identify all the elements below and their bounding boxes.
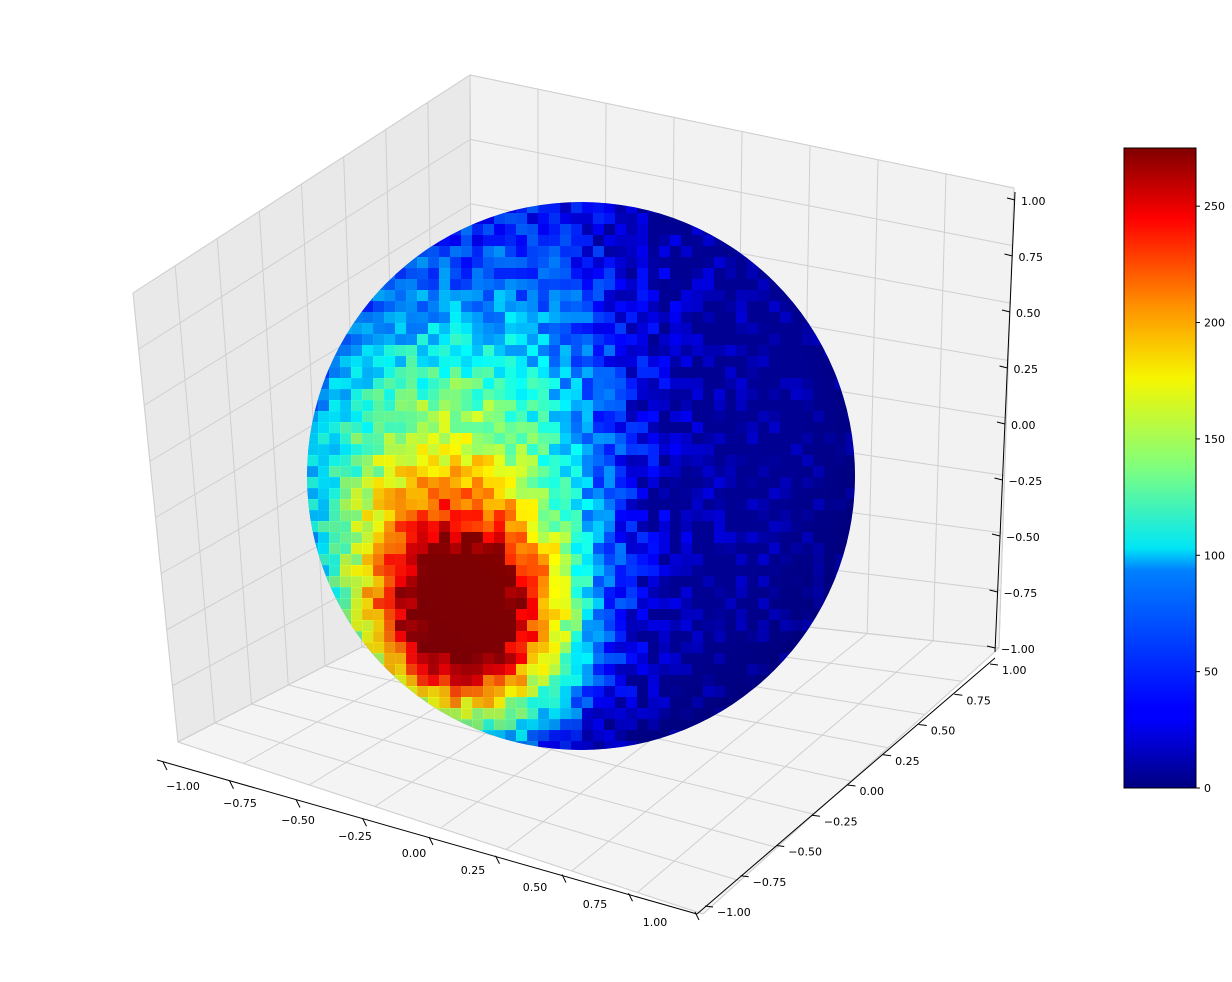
y-tick-mark: [954, 693, 963, 696]
z-tick-label: 0.50: [1016, 307, 1041, 320]
y-axis-line: [696, 657, 996, 915]
y-tick-mark: [918, 724, 927, 726]
colorbar-tick-label: 100: [1204, 549, 1225, 562]
z-tick-mark: [991, 533, 1001, 537]
y-axis-ticks: −1.00 −0.75 −0.50 −0.25 0.00 0.25 0.50 0.75 1.00: [704, 663, 1027, 919]
colorbar-gradient: [1123, 147, 1197, 789]
z-axis-ticks: −1.00 −0.75 −0.50 −0.25 0.00 0.25 0.50 0.75 1.00: [986, 195, 1046, 656]
x-tick-mark: [428, 836, 434, 846]
grid-line: [702, 647, 1000, 915]
y-tick-label: 0.00: [860, 785, 885, 798]
y-tick-mark: [740, 875, 749, 878]
z-tick-mark: [986, 645, 996, 649]
colorbar-tick-label: 50: [1204, 666, 1218, 679]
z-tick-mark: [999, 365, 1008, 369]
x-tick-mark: [229, 780, 234, 789]
colorbar: 0 50 100 150 200 250: [1123, 147, 1225, 795]
x-tick-label: −0.50: [281, 814, 315, 827]
x-tick-mark: [362, 818, 367, 827]
z-tick-mark: [996, 421, 1006, 425]
z-tick-label: −0.75: [1004, 587, 1038, 600]
x-tick-label: 0.75: [583, 898, 608, 911]
z-tick-label: −0.25: [1009, 475, 1043, 488]
grid-line: [932, 173, 947, 641]
y-tick-mark: [811, 814, 820, 817]
axis-lines: [156, 191, 1016, 915]
z-tick-mark: [1001, 309, 1011, 313]
colorbar-tick-label: 250: [1204, 200, 1225, 213]
z-tick-label: −1.00: [1001, 643, 1035, 656]
y-tick-mark: [704, 905, 714, 908]
y-tick-label: 0.75: [966, 694, 991, 707]
x-tick-label: 1.00: [643, 916, 668, 929]
y-tick-label: −0.25: [824, 815, 858, 828]
x-tick-label: −1.00: [166, 780, 200, 793]
z-tick-label: 0.75: [1019, 251, 1044, 264]
y-tick-mark: [776, 845, 785, 847]
colorbar-tick-label: 200: [1204, 317, 1225, 330]
x-tick-mark: [495, 855, 500, 864]
x-tick-label: 0.00: [402, 847, 427, 860]
x-tick-mark: [162, 761, 168, 771]
grid-line: [571, 633, 868, 872]
x-axis-line: [156, 759, 698, 915]
x-tick-mark: [295, 799, 301, 808]
z-tick-mark: [1004, 253, 1013, 257]
z-tick-label: 1.00: [1021, 195, 1046, 208]
colorbar-tick-label: 150: [1204, 433, 1225, 446]
y-tick-mark: [989, 663, 999, 666]
x-tick-mark: [628, 893, 633, 902]
x-tick-label: 0.25: [461, 864, 486, 877]
y-tick-label: 0.25: [895, 755, 920, 768]
grid-line: [637, 640, 934, 893]
y-tick-mark: [883, 754, 892, 757]
x-tick-label: −0.25: [338, 830, 372, 843]
z-axis-line: [994, 191, 1016, 653]
z-tick-mark: [989, 589, 998, 593]
y-tick-label: −0.75: [753, 876, 787, 889]
z-tick-mark: [1006, 197, 1016, 201]
y-tick-label: −0.50: [788, 846, 822, 859]
z-tick-label: −0.50: [1006, 531, 1040, 544]
x-axis-ticks: −1.00 −0.75 −0.50 −0.25 0.00 0.25 0.50 0.75 1.00: [162, 761, 700, 929]
z-tick-label: 0.00: [1011, 419, 1036, 432]
y-tick-label: 0.50: [931, 725, 956, 738]
x-tick-mark: [561, 874, 567, 883]
x-tick-mark: [694, 911, 700, 921]
z-tick-mark: [994, 477, 1003, 481]
grid-line: [866, 159, 879, 634]
z-tick-label: 0.25: [1014, 363, 1039, 376]
y-tick-label: 1.00: [1002, 664, 1027, 677]
y-tick-label: −1.00: [717, 906, 751, 919]
colorbar-ticks: 0 50 100 150 200 250: [1196, 200, 1225, 795]
x-tick-label: 0.50: [523, 881, 548, 894]
y-tick-mark: [847, 784, 856, 787]
colorbar-tick-label: 0: [1204, 782, 1211, 795]
x-tick-label: −0.75: [223, 797, 257, 810]
